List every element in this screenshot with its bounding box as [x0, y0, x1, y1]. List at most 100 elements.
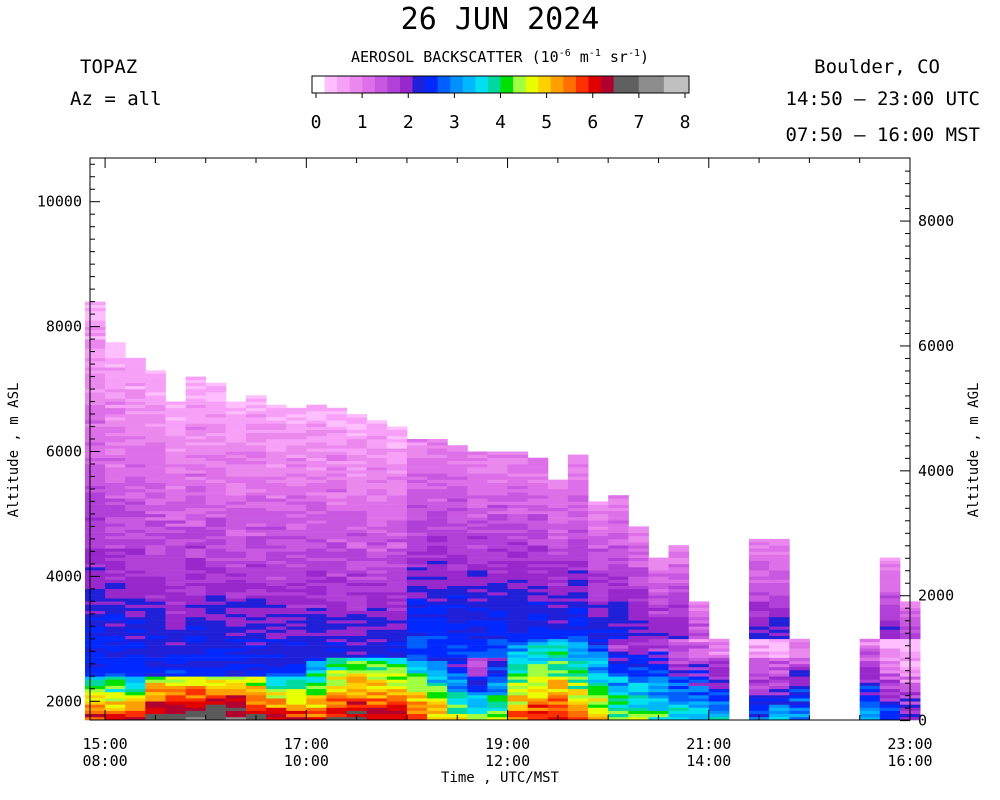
heatmap-cell — [165, 479, 187, 483]
heatmap-cell — [246, 676, 267, 680]
heatmap-cell — [85, 501, 106, 505]
heatmap-cell — [145, 682, 166, 686]
heatmap-cell — [105, 526, 126, 530]
heatmap-cell — [608, 498, 629, 502]
heatmap-cell — [145, 648, 166, 652]
heatmap-cell — [125, 648, 146, 652]
heatmap-cell — [326, 657, 347, 661]
heatmap-cell — [286, 698, 307, 702]
heatmap-cell — [447, 626, 468, 630]
heatmap-cell — [205, 673, 227, 677]
heatmap-cell — [527, 479, 549, 483]
heatmap-cell — [507, 582, 529, 586]
heatmap-cell — [125, 364, 146, 368]
heatmap-cell — [688, 654, 710, 658]
heatmap-cell — [648, 629, 669, 633]
heatmap-cell — [145, 476, 166, 480]
heatmap-cell — [708, 654, 730, 658]
heatmap-cell — [205, 429, 227, 433]
heatmap-cell — [266, 482, 287, 487]
heatmap-cell — [507, 476, 529, 480]
heatmap-cell — [527, 548, 549, 552]
heatmap-cell — [306, 520, 327, 524]
heatmap-cell — [648, 626, 669, 630]
heatmap-cell — [648, 648, 669, 652]
heatmap-cell — [588, 560, 609, 565]
heatmap-cell — [547, 495, 569, 499]
heatmap-cell — [105, 504, 126, 508]
heatmap-cell — [266, 473, 287, 477]
heatmap-cell — [185, 698, 207, 702]
heatmap-cell — [185, 595, 207, 599]
heatmap-cell — [487, 538, 508, 543]
heatmap-cell — [769, 573, 790, 577]
heatmap-cell — [406, 626, 428, 630]
heatmap-cell — [85, 663, 106, 668]
heatmap-cell — [85, 617, 106, 621]
heatmap-cell — [567, 645, 589, 649]
heatmap-cell — [225, 676, 247, 680]
heatmap-cell — [326, 513, 347, 518]
heatmap-cell — [608, 666, 629, 671]
heatmap-cell — [859, 670, 881, 674]
heatmap-cell — [225, 538, 247, 543]
heatmap-cell — [386, 464, 408, 468]
heatmap-cell — [527, 601, 549, 605]
heatmap-cell — [145, 448, 166, 452]
heatmap-cell — [165, 420, 187, 424]
heatmap-cell — [85, 479, 106, 483]
heatmap-cell — [487, 557, 508, 561]
heatmap-cell — [165, 426, 187, 430]
heatmap-cell — [326, 638, 347, 643]
heatmap-cell — [246, 464, 267, 468]
heatmap-cell — [85, 351, 106, 355]
heatmap-cell — [125, 445, 146, 449]
heatmap-cell — [205, 679, 227, 683]
heatmap-cell — [427, 645, 448, 649]
heatmap-cell — [608, 663, 629, 668]
heatmap-cell — [85, 579, 106, 583]
heatmap-cell — [246, 567, 267, 571]
heatmap-cell — [527, 520, 549, 524]
heatmap-cell — [366, 507, 388, 512]
heatmap-cell — [668, 666, 690, 671]
heatmap-cell — [286, 651, 307, 655]
heatmap-cell — [769, 654, 790, 658]
heatmap-cell — [749, 648, 770, 652]
heatmap-cell — [527, 626, 549, 630]
heatmap-cell — [85, 457, 106, 462]
heatmap-cell — [447, 551, 468, 555]
heatmap-cell — [286, 613, 307, 618]
heatmap-cell — [246, 520, 267, 524]
heatmap-cell — [567, 701, 589, 705]
heatmap-cell — [749, 645, 770, 649]
heatmap-cell — [246, 601, 267, 605]
heatmap-cell — [125, 376, 146, 380]
heatmap-cell — [487, 663, 508, 668]
heatmap-cell — [487, 713, 508, 718]
heatmap-cell — [165, 485, 187, 490]
heatmap-cell — [879, 695, 901, 699]
heatmap-cell — [588, 704, 609, 708]
heatmap-cell — [769, 548, 790, 552]
heatmap-cell — [225, 673, 247, 677]
heatmap-cell — [708, 701, 730, 705]
heatmap-cell — [286, 629, 307, 633]
heatmap-cell — [246, 635, 267, 640]
heatmap-cell — [165, 638, 187, 643]
heatmap-cell — [346, 563, 368, 568]
heatmap-cell — [225, 707, 247, 711]
heatmap-cell — [547, 676, 569, 680]
x-tick-label-mst: 16:00 — [887, 752, 932, 770]
heatmap-cell — [507, 666, 529, 671]
heatmap-cell — [85, 648, 106, 652]
heatmap-cell — [205, 710, 227, 714]
x-tick-label-mst: 14:00 — [686, 752, 731, 770]
heatmap-cell — [708, 716, 730, 721]
heatmap-cell — [225, 498, 247, 502]
heatmap-cell — [366, 545, 388, 549]
heatmap-cell — [366, 476, 388, 480]
heatmap-cell — [386, 604, 408, 608]
heatmap-cell — [406, 495, 428, 499]
heatmap-cell — [447, 454, 468, 458]
